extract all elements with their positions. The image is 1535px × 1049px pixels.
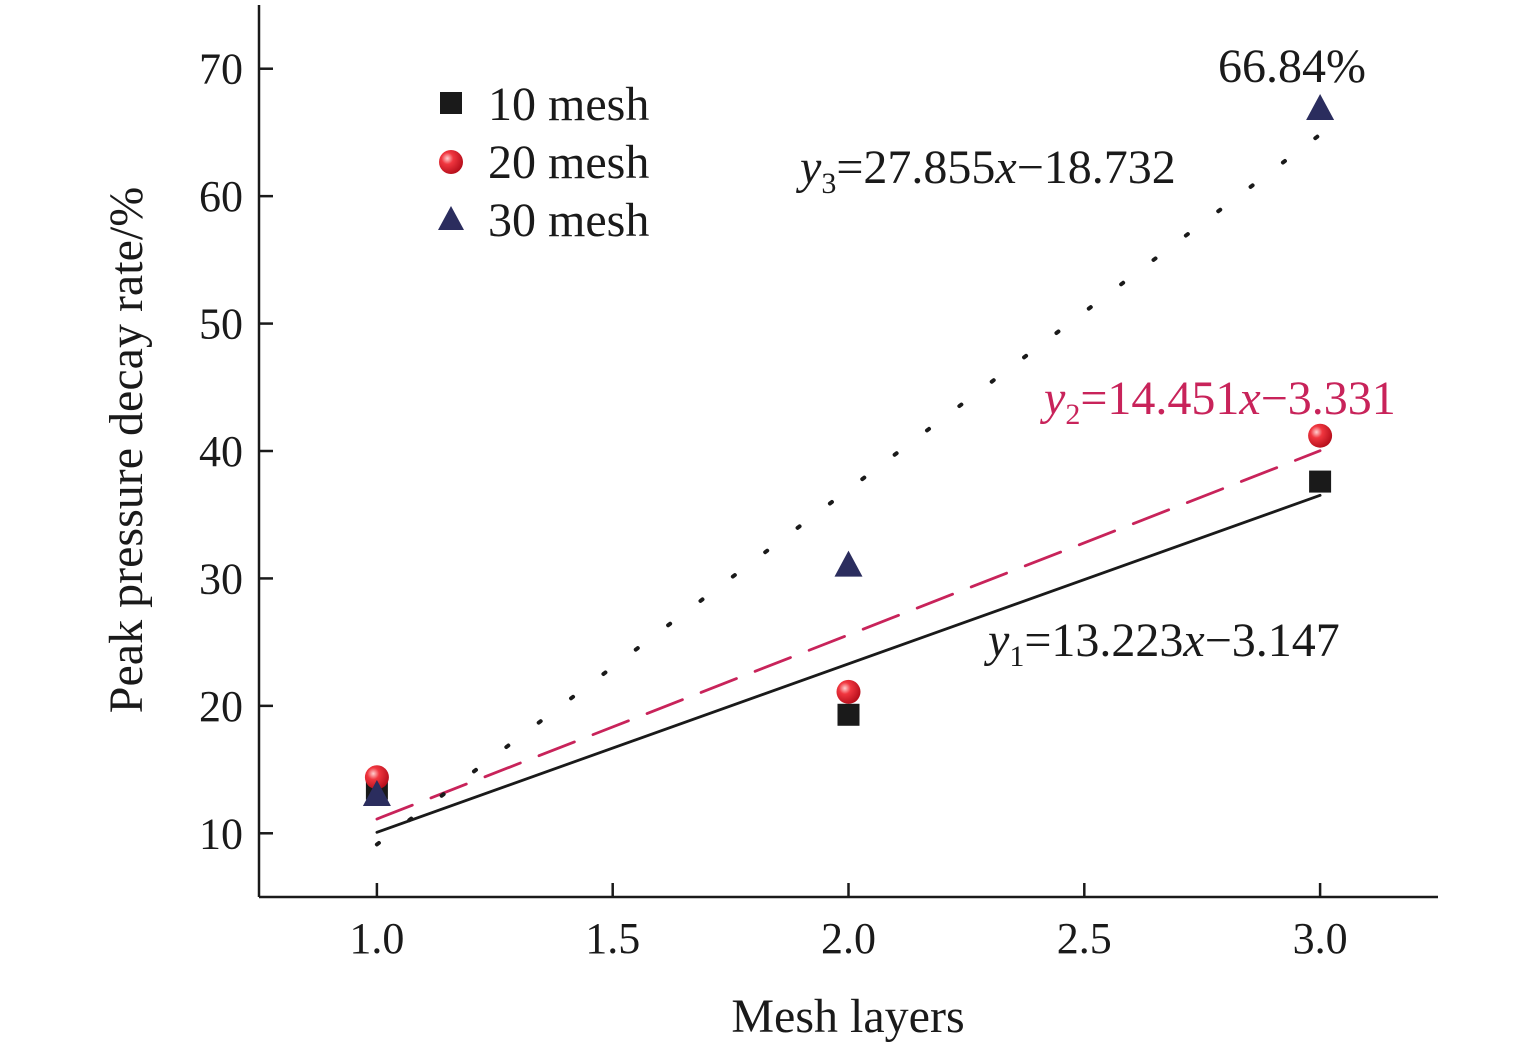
x-tick-label: 3.0 <box>1293 914 1348 963</box>
eq2-sub: 2 <box>1065 398 1080 431</box>
peak-value-label: 66.84% <box>1218 40 1366 93</box>
data-points <box>362 93 1335 807</box>
legend-marker-30-mesh <box>438 206 464 230</box>
x-tick-label: 2.5 <box>1057 914 1112 963</box>
legend-marker-10-mesh <box>440 92 462 114</box>
equation-y1: y1=13.223x−3.147 <box>983 614 1340 673</box>
eq2-var: y <box>1039 372 1066 425</box>
legend: 10 mesh 20 mesh 30 mesh <box>438 78 649 247</box>
eq1-var: y <box>983 614 1010 667</box>
eq3-xvar: x <box>994 141 1016 194</box>
legend-marker-20-mesh <box>439 150 463 174</box>
data-point-triangle-1 <box>362 780 391 807</box>
y-tick-label: 40 <box>199 427 243 476</box>
legend-label-30-mesh: 30 mesh <box>488 194 649 247</box>
x-tick-label: 1.0 <box>349 914 404 963</box>
eq2-xvar: x <box>1238 372 1260 425</box>
data-point-triangle-3 <box>1306 93 1335 120</box>
fit-line-series-1 <box>375 493 1322 834</box>
axis-ticks: 1.0 1.5 2.0 2.5 3.0 10 20 30 40 50 60 70 <box>199 45 1348 963</box>
x-axis-label: Mesh layers <box>731 990 964 1043</box>
y-tick-label: 30 <box>199 554 243 603</box>
equation-y3: y3=27.855x−18.732 <box>795 141 1176 200</box>
eq2-rest: −3.331 <box>1261 372 1396 425</box>
fit-lines <box>374 132 1323 847</box>
y-tick-label: 70 <box>199 45 243 94</box>
data-point-square-3 <box>1309 470 1332 493</box>
data-point-circle-1 <box>364 765 389 790</box>
x-tick-label: 2.0 <box>821 914 876 963</box>
data-point-triangle-2 <box>834 550 863 577</box>
eq2-coef: =14.451 <box>1080 372 1239 425</box>
eq3-var: y <box>795 141 822 194</box>
equation-y2: y2=14.451x−3.331 <box>1039 372 1396 431</box>
y-axis-label: Peak pressure decay rate/% <box>100 187 153 713</box>
eq3-sub: 3 <box>821 167 836 200</box>
eq1-sub: 1 <box>1009 640 1024 673</box>
y-tick-label: 50 <box>199 300 243 349</box>
eq3-rest: −18.732 <box>1017 141 1176 194</box>
data-point-circle-3 <box>1308 423 1333 448</box>
eq3-coef: =27.855 <box>836 141 995 194</box>
data-point-square-2 <box>837 703 860 726</box>
legend-label-20-mesh: 20 mesh <box>488 136 649 189</box>
data-point-circle-2 <box>836 679 861 704</box>
eq1-rest: −3.147 <box>1205 614 1340 667</box>
eq1-xvar: x <box>1182 614 1204 667</box>
eq1-coef: =13.223 <box>1024 614 1183 667</box>
fit-line-series-2 <box>375 449 1322 821</box>
y-tick-label: 60 <box>199 172 243 221</box>
legend-label-10-mesh: 10 mesh <box>488 78 649 131</box>
y-tick-label: 10 <box>199 809 243 858</box>
y-tick-label: 20 <box>199 682 243 731</box>
x-tick-label: 1.5 <box>585 914 640 963</box>
